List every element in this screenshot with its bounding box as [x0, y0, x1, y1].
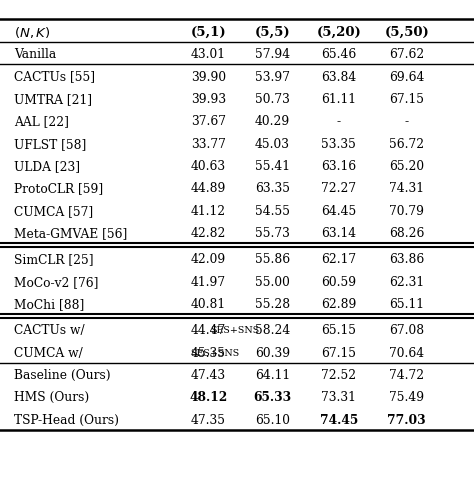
Text: CACTUs w/: CACTUs w/	[14, 324, 89, 337]
Text: 73.31: 73.31	[321, 391, 356, 404]
Text: Vanilla: Vanilla	[14, 48, 56, 61]
Text: 63.35: 63.35	[255, 182, 290, 195]
Text: 47.43: 47.43	[191, 369, 226, 382]
Text: (5,50): (5,50)	[384, 26, 429, 39]
Text: 45.03: 45.03	[255, 138, 290, 151]
Text: 41.12: 41.12	[191, 205, 226, 218]
Text: 60.59: 60.59	[321, 276, 356, 289]
Text: 33.77: 33.77	[191, 138, 226, 151]
Text: 62.89: 62.89	[321, 298, 356, 311]
Text: 75.49: 75.49	[389, 391, 424, 404]
Text: 54.55: 54.55	[255, 205, 290, 218]
Text: 57.94: 57.94	[255, 48, 290, 61]
Text: (5,5): (5,5)	[255, 26, 291, 39]
Text: CACTUs [55]: CACTUs [55]	[14, 70, 95, 84]
Text: UFLST [58]: UFLST [58]	[14, 138, 86, 151]
Text: 68.26: 68.26	[389, 227, 424, 240]
Text: 39.93: 39.93	[191, 93, 226, 106]
Text: 67.08: 67.08	[389, 324, 424, 337]
Text: (5,20): (5,20)	[317, 26, 361, 39]
Text: 40.81: 40.81	[191, 298, 226, 311]
Text: 56.72: 56.72	[389, 138, 424, 151]
Text: 47.35: 47.35	[191, 414, 226, 427]
Text: 40.29: 40.29	[255, 115, 290, 128]
Text: 74.31: 74.31	[389, 182, 424, 195]
Text: 55.00: 55.00	[255, 276, 290, 289]
Text: SES+SNS: SES+SNS	[210, 326, 260, 335]
Text: 72.52: 72.52	[321, 369, 356, 382]
Text: HMS (Ours): HMS (Ours)	[14, 391, 90, 404]
Text: 44.47: 44.47	[191, 324, 226, 337]
Text: $(N, K)$: $(N, K)$	[14, 25, 51, 40]
Text: (5,1): (5,1)	[191, 26, 227, 39]
Text: SimCLR [25]: SimCLR [25]	[14, 253, 94, 266]
Text: 67.15: 67.15	[321, 347, 356, 360]
Text: 70.79: 70.79	[389, 205, 424, 218]
Text: 65.46: 65.46	[321, 48, 356, 61]
Text: ProtoCLR [59]: ProtoCLR [59]	[14, 182, 103, 195]
Text: 42.82: 42.82	[191, 227, 226, 240]
Text: 41.97: 41.97	[191, 276, 226, 289]
Text: 64.45: 64.45	[321, 205, 356, 218]
Text: 74.72: 74.72	[389, 369, 424, 382]
Text: 67.62: 67.62	[389, 48, 424, 61]
Text: 70.64: 70.64	[389, 347, 424, 360]
Text: 55.86: 55.86	[255, 253, 290, 266]
Text: 62.17: 62.17	[321, 253, 356, 266]
Text: 37.67: 37.67	[191, 115, 226, 128]
Text: 53.35: 53.35	[321, 138, 356, 151]
Text: 74.45: 74.45	[320, 414, 358, 427]
Text: 39.90: 39.90	[191, 70, 226, 84]
Text: 60.39: 60.39	[255, 347, 290, 360]
Text: 42.09: 42.09	[191, 253, 226, 266]
Text: Baseline (Ours): Baseline (Ours)	[14, 369, 111, 382]
Text: AAL [22]: AAL [22]	[14, 115, 69, 128]
Text: ULDA [23]: ULDA [23]	[14, 160, 80, 173]
Text: TSP-Head (Ours): TSP-Head (Ours)	[14, 414, 119, 427]
Text: 65.33: 65.33	[254, 391, 292, 404]
Text: 50.73: 50.73	[255, 93, 290, 106]
Text: 43.01: 43.01	[191, 48, 226, 61]
Text: SES+SNS: SES+SNS	[191, 348, 240, 358]
Text: 48.12: 48.12	[190, 391, 228, 404]
Text: 61.11: 61.11	[321, 93, 356, 106]
Text: 65.10: 65.10	[255, 414, 290, 427]
Text: CUMCA [57]: CUMCA [57]	[14, 205, 93, 218]
Text: UMTRA [21]: UMTRA [21]	[14, 93, 92, 106]
Text: 40.63: 40.63	[191, 160, 226, 173]
Text: 69.64: 69.64	[389, 70, 424, 84]
Text: 55.73: 55.73	[255, 227, 290, 240]
Text: 53.97: 53.97	[255, 70, 290, 84]
Text: 65.20: 65.20	[389, 160, 424, 173]
Text: -: -	[337, 115, 341, 128]
Text: 44.89: 44.89	[191, 182, 226, 195]
Text: 45.35: 45.35	[191, 347, 226, 360]
Text: MoCo-v2 [76]: MoCo-v2 [76]	[14, 276, 99, 289]
Text: 65.15: 65.15	[321, 324, 356, 337]
Text: 55.41: 55.41	[255, 160, 290, 173]
Text: 63.16: 63.16	[321, 160, 356, 173]
Text: CUMCA w/: CUMCA w/	[14, 347, 87, 360]
Text: 67.15: 67.15	[389, 93, 424, 106]
Text: 58.24: 58.24	[255, 324, 290, 337]
Text: 63.14: 63.14	[321, 227, 356, 240]
Text: 65.11: 65.11	[389, 298, 424, 311]
Text: Meta-GMVAE [56]: Meta-GMVAE [56]	[14, 227, 128, 240]
Text: -: -	[405, 115, 409, 128]
Text: 72.27: 72.27	[321, 182, 356, 195]
Text: 77.03: 77.03	[387, 414, 426, 427]
Text: 63.86: 63.86	[389, 253, 424, 266]
Text: 55.28: 55.28	[255, 298, 290, 311]
Text: 64.11: 64.11	[255, 369, 290, 382]
Text: 63.84: 63.84	[321, 70, 356, 84]
Text: 62.31: 62.31	[389, 276, 424, 289]
Text: MoChi [88]: MoChi [88]	[14, 298, 84, 311]
